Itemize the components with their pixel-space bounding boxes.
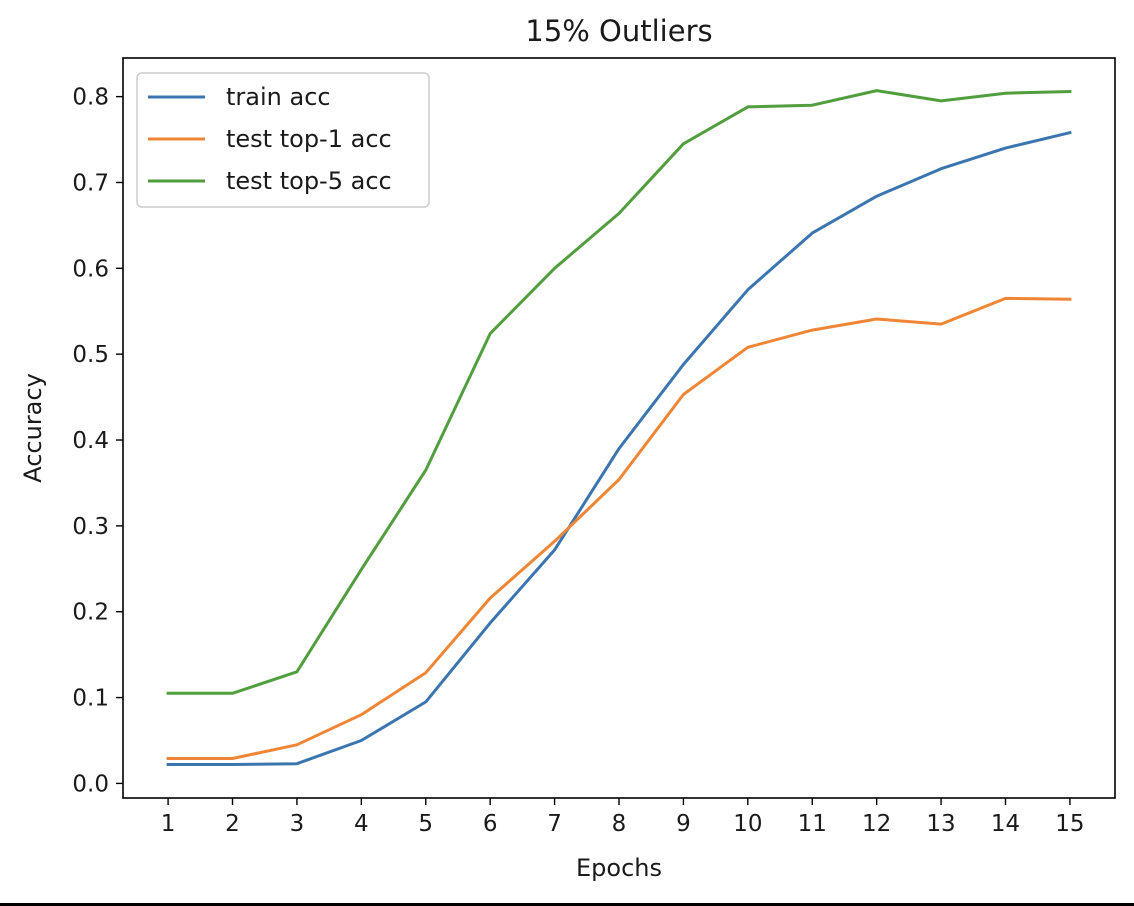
x-tick-label: 5 [418, 811, 433, 837]
x-tick-label: 12 [862, 811, 891, 837]
x-tick-label: 4 [354, 811, 369, 837]
x-tick-label: 7 [547, 811, 562, 837]
series-line-2 [166, 296, 1072, 760]
legend-box [136, 72, 430, 208]
y-tick-label: 0.3 [72, 514, 109, 540]
chart-title: 15% Outliers [525, 14, 712, 48]
x-axis-label: Epochs [576, 854, 662, 882]
x-tick-label: 9 [676, 811, 691, 837]
legend: train acc test top-1 acc test top-5 acc [136, 72, 430, 208]
x-axis-ticks: 1 2 3 4 5 6 7 8 9 10 11 12 13 14 15 [161, 798, 1085, 837]
series-line-1 [166, 130, 1072, 766]
series-line-3 [166, 89, 1072, 695]
x-tick-label: 15 [1055, 811, 1084, 837]
y-tick-label: 0.2 [72, 600, 109, 626]
y-tick-label: 0.1 [72, 686, 109, 712]
y-axis-label: Accuracy [19, 373, 47, 483]
plot-area-frame [122, 57, 1116, 799]
y-axis-ticks: 0.0 0.1 0.2 0.3 0.4 0.5 0.6 0.7 0.8 [72, 85, 123, 797]
x-tick-label: 1 [161, 811, 176, 837]
legend-entries: train acc test top-1 acc test top-5 acc [148, 83, 392, 195]
x-tick-label: 6 [483, 811, 498, 837]
x-tick-label: 3 [290, 811, 305, 837]
legend-label: train acc [226, 83, 331, 111]
series-lines [166, 89, 1072, 766]
y-tick-label: 0.5 [72, 342, 109, 368]
x-tick-label: 10 [733, 811, 762, 837]
bottom-border [0, 903, 1134, 906]
y-tick-label: 0.8 [72, 85, 109, 111]
x-tick-label: 2 [225, 811, 240, 837]
x-tick-label: 11 [798, 811, 827, 837]
x-tick-label: 14 [991, 811, 1020, 837]
legend-label: test top-5 acc [226, 167, 392, 195]
y-tick-label: 0.4 [72, 428, 109, 454]
x-tick-label: 13 [926, 811, 955, 837]
y-tick-label: 0.7 [72, 170, 109, 196]
y-tick-label: 0.0 [72, 771, 109, 797]
x-tick-label: 8 [612, 811, 627, 837]
legend-label: test top-1 acc [226, 125, 392, 153]
y-tick-label: 0.6 [72, 256, 109, 282]
